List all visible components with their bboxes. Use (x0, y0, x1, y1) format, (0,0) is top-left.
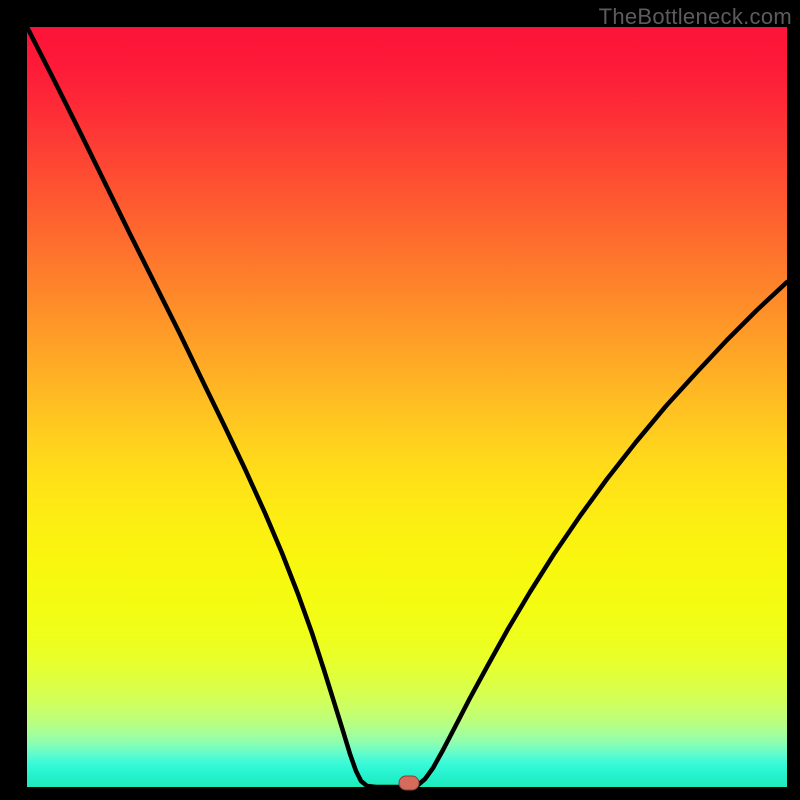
watermark-text: TheBottleneck.com (599, 4, 792, 30)
bottleneck-chart (0, 0, 800, 800)
chart-background (27, 27, 787, 787)
minimum-marker (399, 776, 419, 790)
